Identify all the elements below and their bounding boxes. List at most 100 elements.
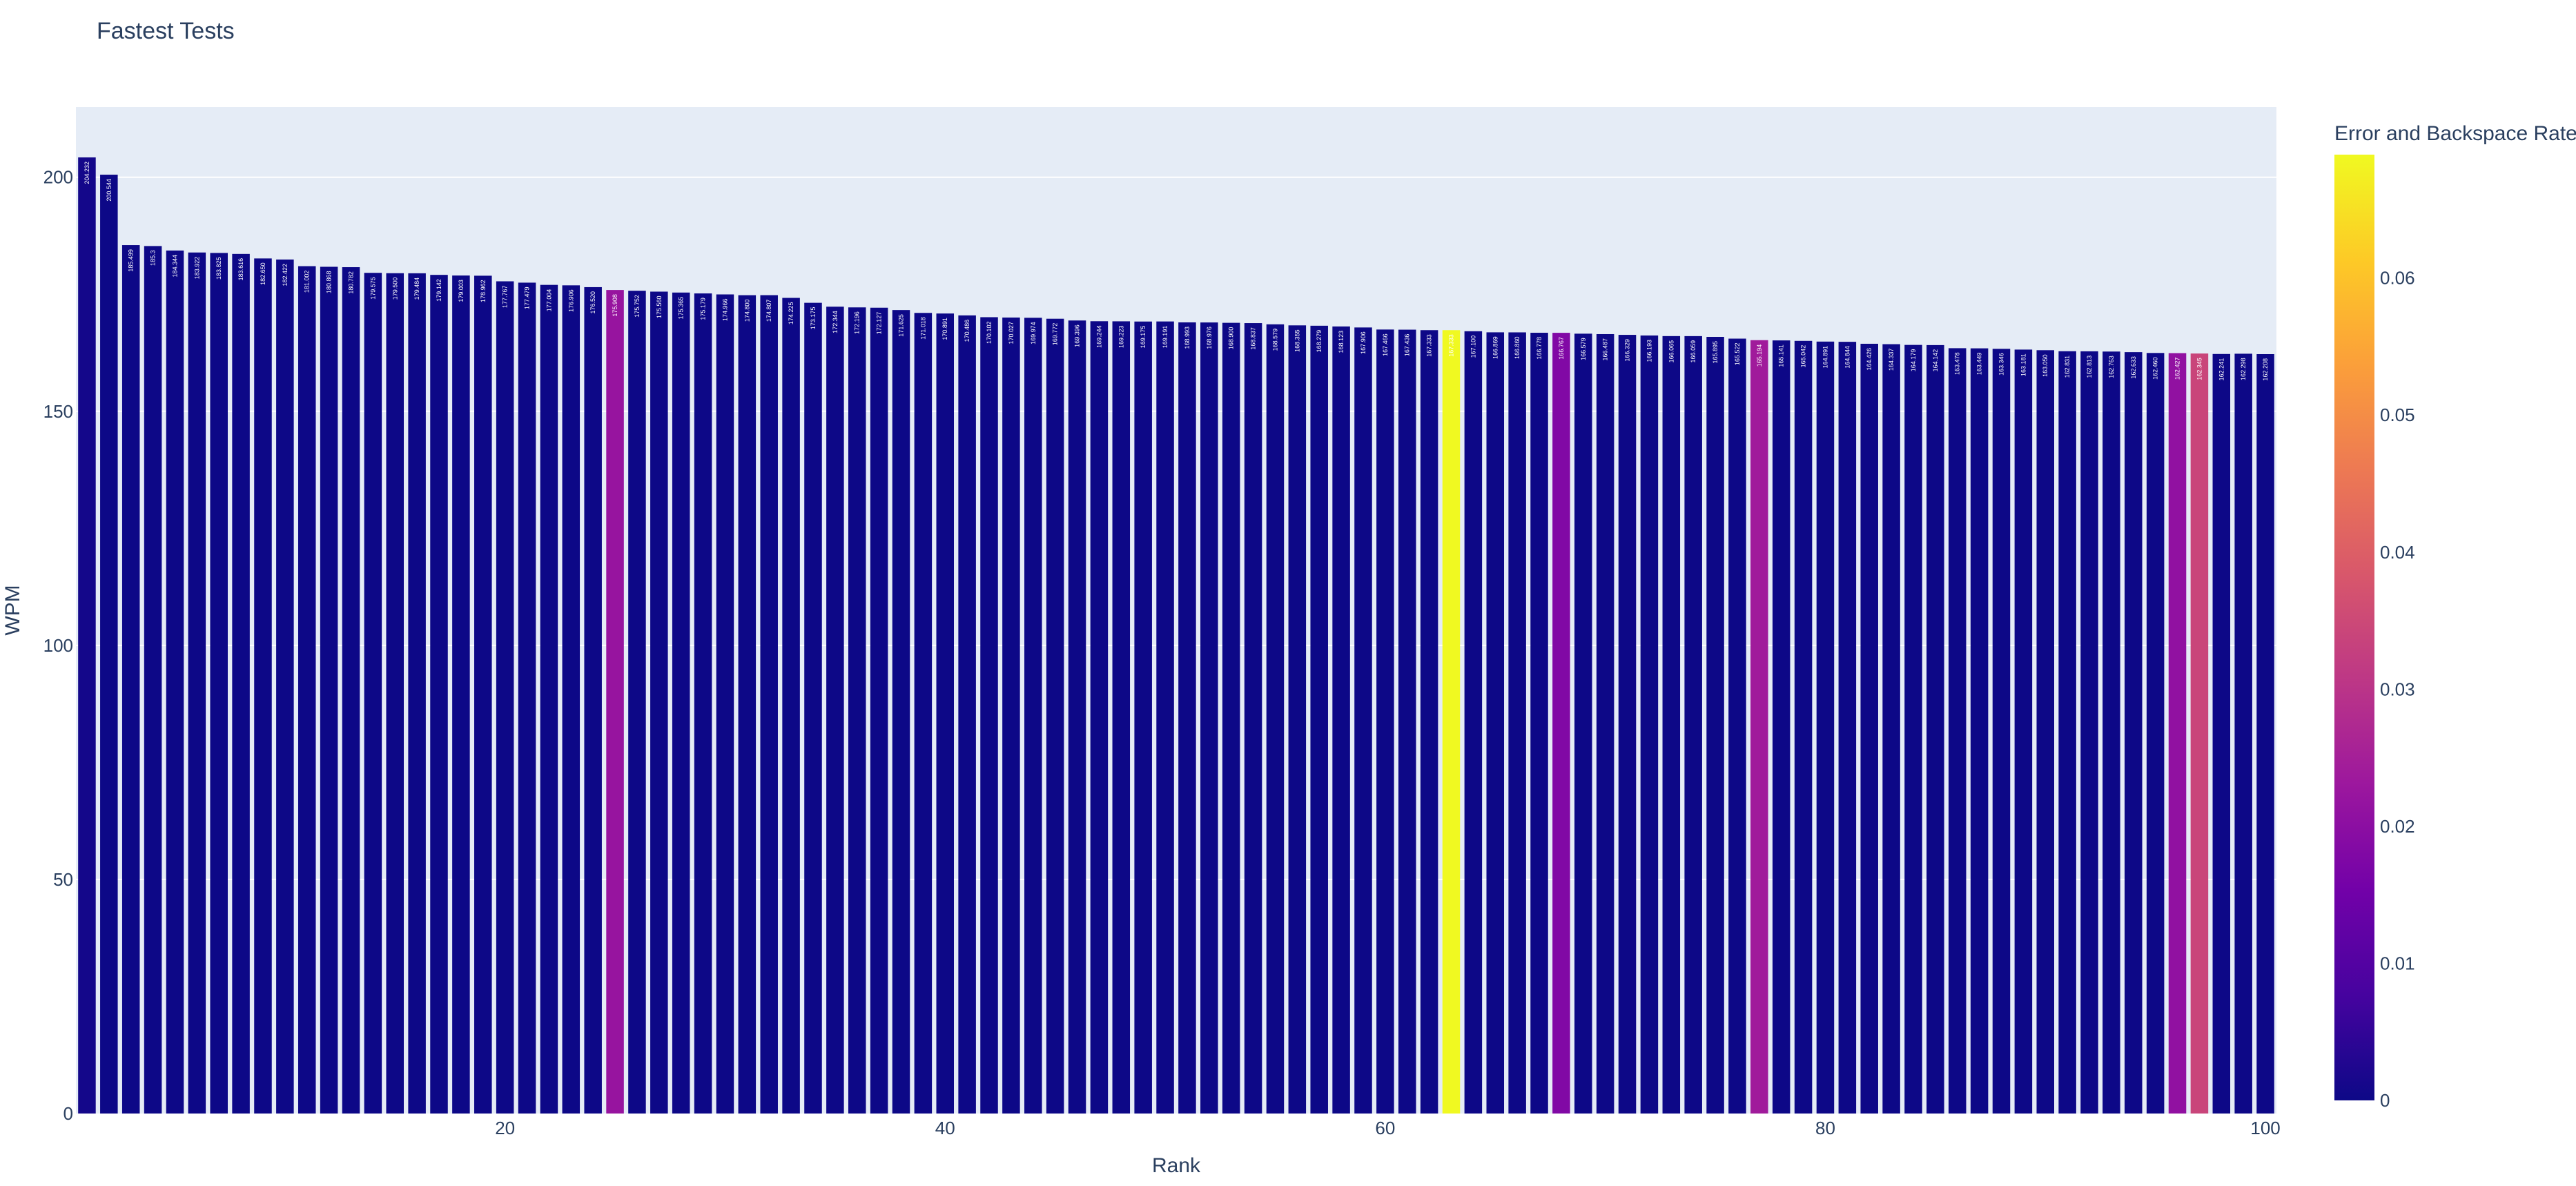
- bar-label: 172.344: [832, 311, 839, 333]
- bar: [760, 295, 778, 1114]
- bar-label: 168.900: [1228, 327, 1235, 350]
- bar: [914, 313, 933, 1114]
- bar-label: 164.179: [1910, 349, 1917, 372]
- bar-label: 167.466: [1382, 333, 1389, 356]
- bar: [386, 273, 404, 1114]
- bar: [782, 298, 800, 1114]
- bar: [650, 291, 668, 1114]
- bar: [474, 275, 492, 1114]
- bar: [1508, 332, 1526, 1114]
- bar: [1486, 332, 1505, 1114]
- bar: [1728, 338, 1746, 1114]
- bar: [2168, 353, 2187, 1114]
- bar-label: 162.831: [2064, 356, 2071, 378]
- bar: [100, 175, 118, 1114]
- bar-label: 177.004: [545, 289, 552, 312]
- bar: [540, 284, 558, 1114]
- bar: [2212, 353, 2231, 1114]
- bar-label: 166.767: [1558, 337, 1565, 360]
- bar-label: 181.002: [304, 271, 311, 293]
- bar: [1772, 340, 1790, 1114]
- bar-label: 166.193: [1646, 340, 1652, 362]
- bar: [254, 258, 272, 1114]
- bar-label: 165.522: [1734, 343, 1741, 366]
- bar: [892, 310, 910, 1114]
- bar: [826, 307, 844, 1114]
- bar-label: 162.208: [2262, 358, 2269, 381]
- bar-label: 167.906: [1360, 331, 1367, 354]
- bar-label: 169.191: [1162, 326, 1169, 349]
- bar: [2036, 350, 2055, 1114]
- bar: [1464, 331, 1483, 1114]
- x-tick-label: 60: [1375, 1118, 1395, 1138]
- bar-label: 162.460: [2152, 357, 2159, 380]
- bar: [1816, 341, 1835, 1114]
- bar: [121, 245, 140, 1114]
- y-tick-label: 150: [43, 401, 73, 422]
- bar-label: 175.752: [634, 295, 641, 318]
- bars: [78, 157, 2274, 1114]
- colorbar-ticks: 0 0.01 0.02 0.03 0.04 0.05 0.06: [2380, 268, 2415, 1111]
- bar-label: 183.922: [193, 257, 200, 280]
- colorbar-tick-label: 0.01: [2380, 953, 2415, 973]
- bar-label: 174.966: [721, 298, 728, 321]
- bar: [1420, 330, 1438, 1114]
- bar: [1068, 320, 1086, 1114]
- bar-label: 174.800: [743, 300, 750, 322]
- y-tick-label: 50: [53, 869, 73, 890]
- bar: [1332, 326, 1350, 1114]
- bar: [452, 275, 470, 1114]
- bar: [606, 290, 624, 1114]
- bar: [1926, 344, 1944, 1114]
- bar-label: 166.059: [1690, 340, 1697, 363]
- x-tick-label: 20: [495, 1118, 515, 1138]
- x-axis-title: Rank: [1152, 1154, 1201, 1177]
- bar-label: 163.449: [1976, 353, 1983, 376]
- bar-label: 179.484: [413, 278, 420, 300]
- bar-label: 164.142: [1932, 349, 1939, 372]
- bar: [1992, 349, 2011, 1114]
- bar: [1794, 340, 1813, 1114]
- bar: [1310, 325, 1328, 1114]
- bar: [1640, 335, 1659, 1114]
- bar: [562, 285, 580, 1114]
- bar: [2102, 351, 2120, 1114]
- bar-label: 165.042: [1800, 345, 1807, 368]
- bar: [716, 294, 734, 1114]
- bar-label: 179.003: [458, 280, 465, 302]
- bar-label: 164.844: [1844, 346, 1851, 369]
- bar-label: 179.142: [436, 279, 442, 302]
- bar-label: 183.825: [215, 257, 222, 280]
- bar: [738, 295, 757, 1114]
- bar-labels: 204.232 200.544 185.499 185.3 184.344 183.922…: [84, 162, 2269, 381]
- bar: [1398, 329, 1416, 1114]
- bar-label: 170.102: [986, 321, 993, 344]
- bar: [2146, 353, 2165, 1114]
- bar-label: 200.544: [106, 179, 113, 202]
- bar: [518, 282, 536, 1114]
- bar-label: 163.478: [1954, 352, 1961, 375]
- colorbar-tick-label: 0.05: [2380, 405, 2415, 425]
- bar: [78, 157, 96, 1114]
- bar-label: 175.365: [678, 297, 685, 320]
- bar-label: 162.633: [2130, 356, 2137, 379]
- bar: [1442, 330, 1461, 1114]
- bar: [2125, 352, 2143, 1114]
- bar: [1618, 335, 1637, 1114]
- bar: [210, 253, 228, 1114]
- bar-label: 166.487: [1602, 338, 1609, 361]
- bar-label: 175.560: [656, 295, 663, 318]
- bar: [1574, 333, 1592, 1114]
- bar-label: 179.500: [391, 278, 398, 300]
- bar: [1002, 317, 1020, 1114]
- y-axis-title: WPM: [1, 585, 24, 635]
- bar: [430, 275, 448, 1114]
- bar: [188, 252, 206, 1114]
- bar-label: 204.232: [84, 162, 90, 184]
- bar-label: 170.486: [964, 320, 970, 342]
- bar: [232, 253, 250, 1114]
- bar: [1200, 322, 1218, 1114]
- x-axis-ticks: 20 40 60 80 100: [495, 1118, 2281, 1138]
- bar-label: 167.100: [1470, 336, 1476, 358]
- bar-label: 168.837: [1250, 327, 1257, 350]
